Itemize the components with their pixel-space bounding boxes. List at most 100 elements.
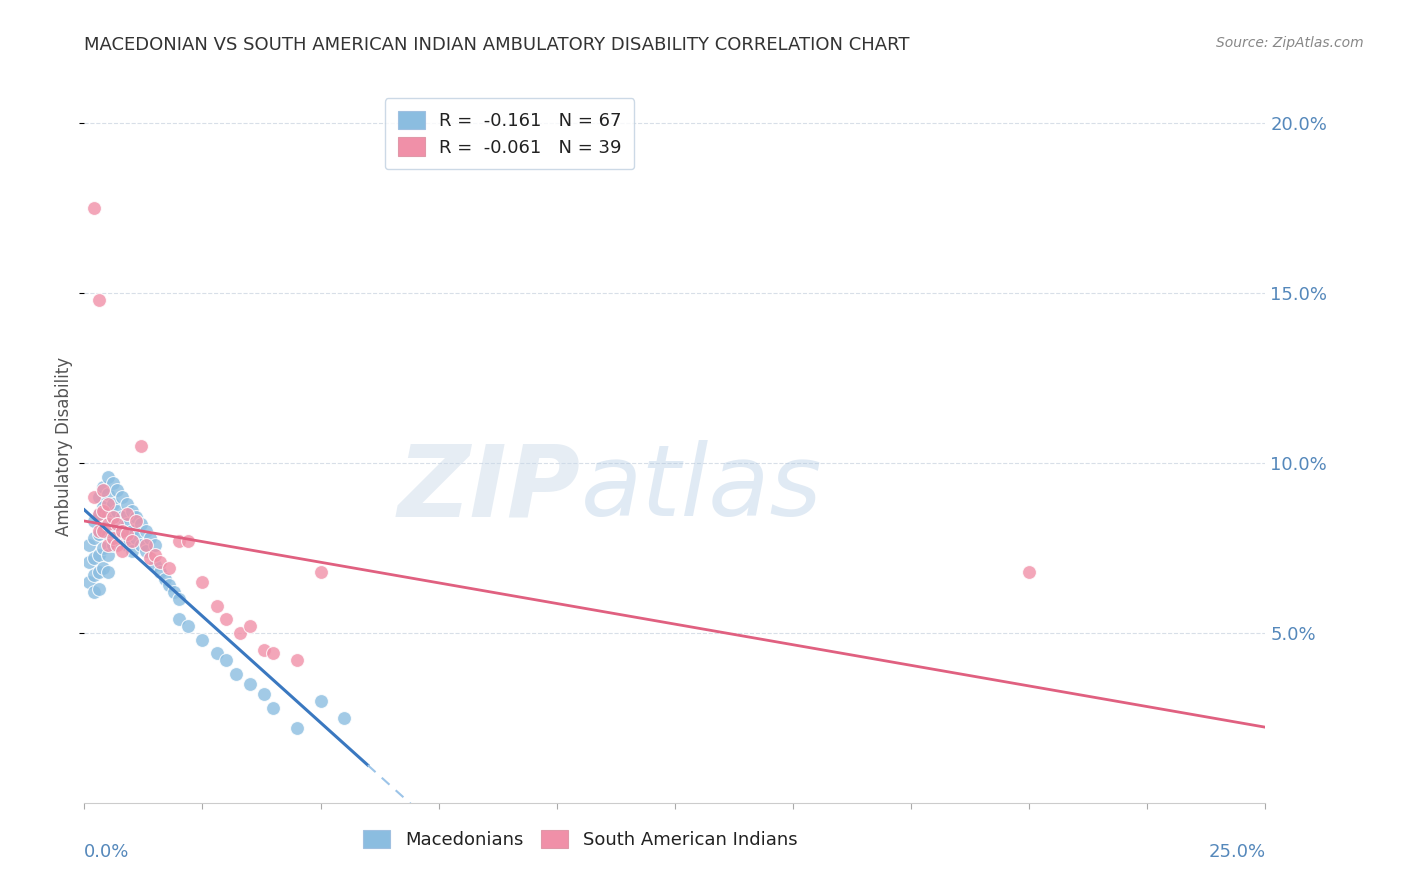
Point	[107, 524, 129, 538]
Point	[115, 507, 138, 521]
Point	[91, 483, 114, 498]
Point	[107, 483, 129, 498]
Point	[167, 534, 190, 549]
Point	[97, 497, 120, 511]
Point	[97, 486, 120, 500]
Point	[91, 503, 114, 517]
Point	[91, 561, 114, 575]
Point	[115, 537, 138, 551]
Point	[91, 480, 114, 494]
Point	[101, 531, 124, 545]
Point	[83, 514, 105, 528]
Point	[97, 469, 120, 483]
Point	[101, 517, 124, 532]
Point	[111, 531, 134, 545]
Point	[91, 520, 114, 534]
Point	[157, 578, 180, 592]
Point	[309, 565, 332, 579]
Point	[91, 541, 114, 555]
Y-axis label: Ambulatory Disability: Ambulatory Disability	[55, 357, 73, 535]
Point	[87, 524, 110, 538]
Text: 0.0%: 0.0%	[84, 843, 129, 861]
Point	[153, 572, 176, 586]
Point	[143, 537, 166, 551]
Point	[239, 619, 262, 633]
Point	[87, 527, 110, 541]
Point	[97, 548, 120, 562]
Point	[333, 711, 356, 725]
Text: MACEDONIAN VS SOUTH AMERICAN INDIAN AMBULATORY DISABILITY CORRELATION CHART: MACEDONIAN VS SOUTH AMERICAN INDIAN AMBU…	[84, 36, 910, 54]
Point	[143, 558, 166, 572]
Point	[87, 582, 110, 596]
Point	[225, 666, 247, 681]
Point	[101, 537, 124, 551]
Point	[121, 503, 143, 517]
Point	[157, 561, 180, 575]
Text: Source: ZipAtlas.com: Source: ZipAtlas.com	[1216, 36, 1364, 50]
Point	[87, 507, 110, 521]
Point	[129, 537, 152, 551]
Point	[107, 517, 129, 532]
Point	[177, 619, 200, 633]
Point	[111, 524, 134, 538]
Point	[177, 534, 200, 549]
Point	[87, 490, 110, 504]
Point	[77, 555, 100, 569]
Point	[83, 551, 105, 566]
Point	[215, 653, 238, 667]
Text: atlas: atlas	[581, 441, 823, 537]
Point	[135, 537, 157, 551]
Point	[97, 527, 120, 541]
Point	[107, 503, 129, 517]
Point	[167, 612, 190, 626]
Point	[97, 507, 120, 521]
Point	[1018, 565, 1040, 579]
Point	[111, 544, 134, 558]
Point	[139, 551, 162, 566]
Text: 25.0%: 25.0%	[1208, 843, 1265, 861]
Point	[167, 591, 190, 606]
Point	[163, 585, 186, 599]
Point	[121, 534, 143, 549]
Point	[83, 531, 105, 545]
Point	[285, 653, 308, 667]
Point	[125, 514, 148, 528]
Point	[239, 677, 262, 691]
Point	[77, 537, 100, 551]
Point	[135, 544, 157, 558]
Point	[101, 510, 124, 524]
Point	[97, 517, 120, 532]
Point	[215, 612, 238, 626]
Point	[205, 646, 228, 660]
Point	[229, 626, 252, 640]
Point	[121, 544, 143, 558]
Point	[115, 497, 138, 511]
Point	[262, 646, 284, 660]
Point	[262, 700, 284, 714]
Point	[111, 490, 134, 504]
Point	[253, 687, 276, 701]
Point	[91, 524, 114, 538]
Point	[101, 497, 124, 511]
Point	[97, 537, 120, 551]
Point	[129, 439, 152, 453]
Point	[83, 201, 105, 215]
Point	[121, 524, 143, 538]
Point	[87, 507, 110, 521]
Point	[253, 643, 276, 657]
Point	[91, 500, 114, 515]
Point	[101, 476, 124, 491]
Point	[83, 568, 105, 582]
Legend: Macedonians, South American Indians: Macedonians, South American Indians	[354, 821, 807, 858]
Point	[149, 565, 172, 579]
Point	[87, 565, 110, 579]
Point	[129, 517, 152, 532]
Point	[149, 555, 172, 569]
Point	[139, 531, 162, 545]
Point	[111, 510, 134, 524]
Point	[97, 565, 120, 579]
Point	[77, 574, 100, 589]
Point	[83, 490, 105, 504]
Point	[87, 293, 110, 307]
Point	[115, 527, 138, 541]
